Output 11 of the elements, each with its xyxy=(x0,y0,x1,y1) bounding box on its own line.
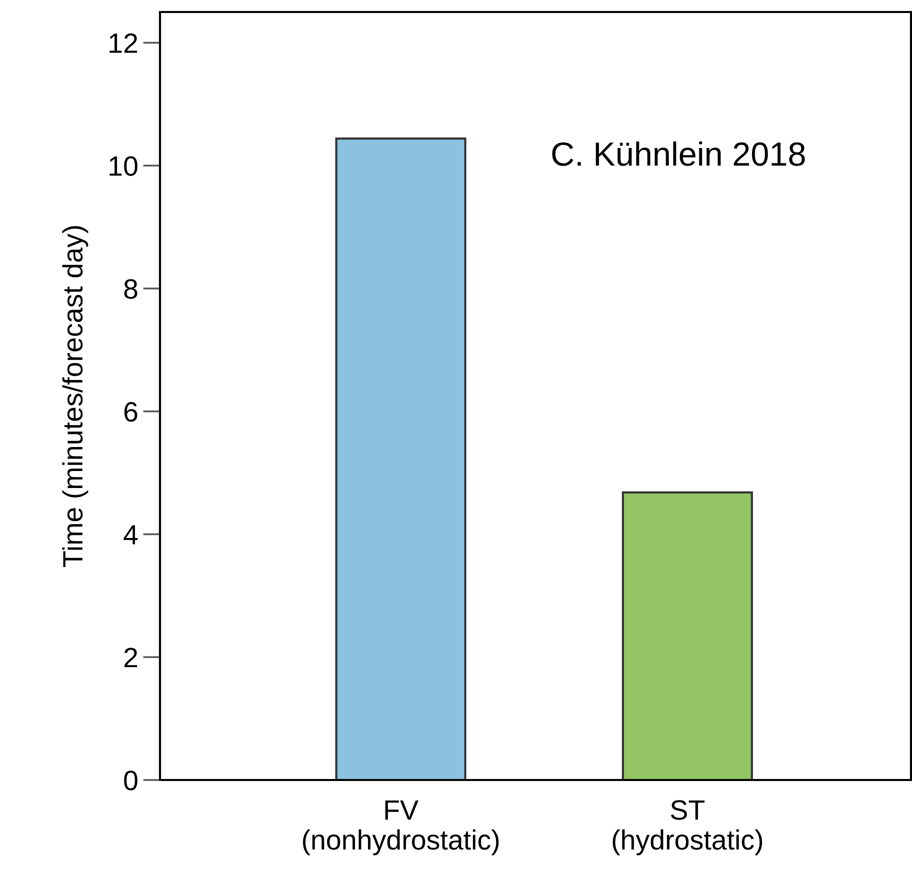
annotation: C. Kühnlein 2018 xyxy=(552,141,805,166)
x-tick-label: ST (hydrostatic) xyxy=(612,800,762,856)
y-tick-label: 2 xyxy=(124,648,138,668)
y-tick-label: 10 xyxy=(110,156,138,176)
y-tick-label: 4 xyxy=(124,525,138,544)
y-tick-label: 8 xyxy=(124,279,138,299)
y-tick-label: 6 xyxy=(124,402,138,422)
y-axis-title: Time (minutes/forecast day) xyxy=(62,226,88,567)
x-tick-label: FV (nonhydrostatic) xyxy=(302,800,499,856)
y-tick-label: 12 xyxy=(110,33,138,53)
y-tick-label: 0 xyxy=(124,770,138,790)
